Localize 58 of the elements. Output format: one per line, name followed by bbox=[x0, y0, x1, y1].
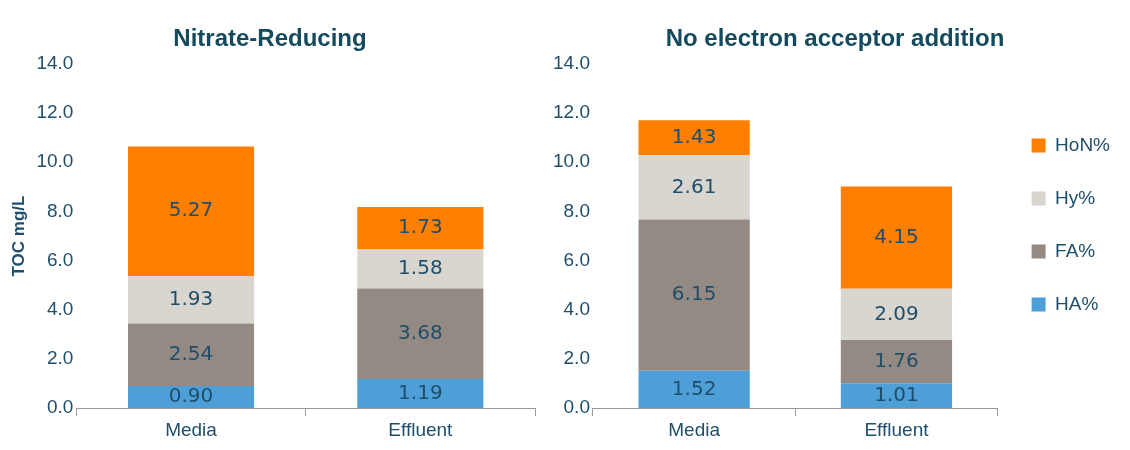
y-tick-label: 6.0 bbox=[563, 248, 590, 270]
x-tick-label: Media bbox=[668, 418, 721, 440]
bar bbox=[638, 120, 750, 156]
data-label: 1.58 bbox=[398, 255, 443, 280]
y-tick-label: 12.0 bbox=[553, 101, 590, 123]
bar bbox=[357, 249, 484, 289]
bar bbox=[127, 276, 255, 324]
legend-label: Hy% bbox=[1055, 186, 1096, 208]
data-label: 3.68 bbox=[398, 319, 443, 344]
bar bbox=[840, 340, 953, 384]
data-label: 0.90 bbox=[168, 383, 214, 408]
bar bbox=[357, 378, 484, 409]
bar bbox=[840, 383, 953, 409]
bar bbox=[127, 323, 255, 387]
data-label: 6.15 bbox=[671, 281, 717, 306]
y-tick-label: 8.0 bbox=[46, 199, 74, 221]
chart-title: Nitrate-Reducing bbox=[173, 24, 367, 52]
bar bbox=[638, 219, 750, 371]
legend-label: HoN% bbox=[1055, 133, 1111, 155]
data-label: 2.54 bbox=[168, 341, 214, 366]
chart-title: No electron acceptor addition bbox=[665, 24, 1005, 52]
data-label: 1.76 bbox=[874, 347, 919, 372]
data-label: 4.15 bbox=[874, 223, 919, 248]
y-tick-label: 4.0 bbox=[46, 298, 74, 320]
data-label: 1.43 bbox=[671, 123, 717, 148]
data-label: 1.01 bbox=[874, 381, 919, 406]
bar bbox=[638, 155, 750, 220]
y-tick-label: 0.0 bbox=[46, 396, 74, 418]
data-label: 1.52 bbox=[671, 375, 717, 400]
y-tick-label: 10.0 bbox=[553, 150, 590, 172]
legend-label: FA% bbox=[1055, 239, 1096, 261]
data-label: 2.09 bbox=[874, 300, 919, 325]
y-tick-label: 14.0 bbox=[36, 52, 74, 74]
bar bbox=[840, 186, 953, 289]
y-tick-label: 2.0 bbox=[563, 347, 590, 369]
x-tick-label: Effluent bbox=[388, 418, 454, 440]
bar bbox=[638, 370, 750, 409]
x-tick-label: Effluent bbox=[864, 418, 930, 440]
x-tick-label: Media bbox=[165, 418, 218, 440]
y-tick-label: 2.0 bbox=[46, 347, 74, 369]
data-label: 1.19 bbox=[398, 379, 443, 404]
y-tick-label: 10.0 bbox=[36, 150, 74, 172]
y-tick-label: 8.0 bbox=[563, 199, 590, 221]
data-label: 1.93 bbox=[168, 286, 214, 311]
bar bbox=[840, 288, 953, 341]
y-tick-label: 14.0 bbox=[553, 52, 590, 74]
bar bbox=[357, 288, 484, 379]
data-label: 5.27 bbox=[168, 197, 214, 222]
y-tick-label: 12.0 bbox=[36, 101, 74, 123]
y-tick-label: 6.0 bbox=[46, 248, 74, 270]
y-axis-title: TOC mg/L bbox=[8, 195, 28, 277]
legend-label: HA% bbox=[1055, 292, 1099, 314]
bar bbox=[357, 206, 484, 250]
y-tick-label: 4.0 bbox=[563, 298, 590, 320]
data-label: 1.73 bbox=[398, 214, 443, 239]
bar bbox=[127, 146, 255, 277]
y-tick-label: 0.0 bbox=[563, 396, 590, 418]
data-label: 2.61 bbox=[671, 173, 717, 198]
